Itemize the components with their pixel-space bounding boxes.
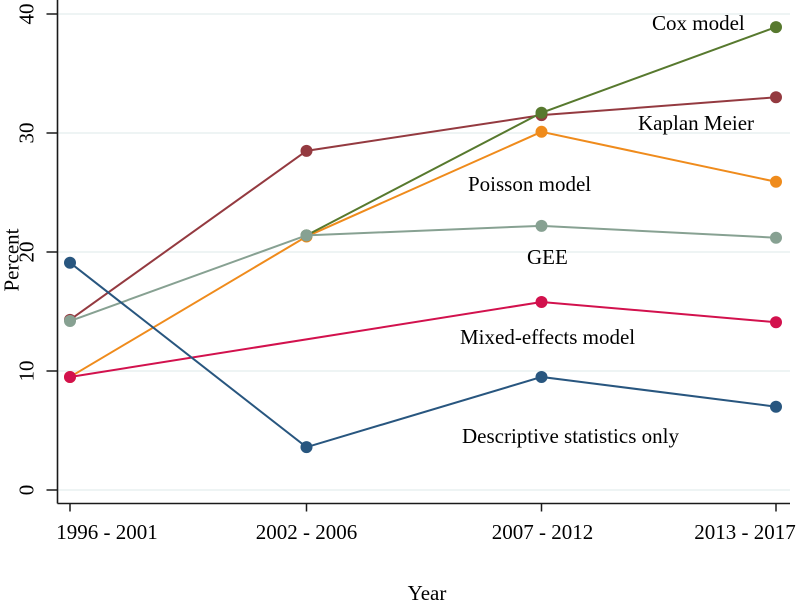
series-marker-mixed_effects xyxy=(535,295,548,308)
series-label-mixed_effects: Mixed-effects model xyxy=(460,325,636,349)
series-marker-kaplan_meier xyxy=(300,144,313,157)
series-line-poisson xyxy=(69,130,777,378)
series-marker-gee xyxy=(535,219,548,232)
series-label-cox: Cox model xyxy=(652,11,745,35)
series-marker-gee xyxy=(300,229,313,242)
y-axis-title: Percent xyxy=(0,228,24,292)
series-marker-descriptive xyxy=(300,441,313,454)
y-tick-label-30: 30 xyxy=(14,122,39,144)
series-marker-mixed_effects xyxy=(770,316,782,329)
series-marker-descriptive xyxy=(770,400,782,413)
series-marker-mixed_effects xyxy=(64,370,76,383)
series-line-gee xyxy=(69,224,777,322)
x-axis-title: Year xyxy=(407,581,447,605)
series-line-descriptive xyxy=(69,261,777,449)
series-marker-descriptive xyxy=(64,256,76,269)
series-label-poisson: Poisson model xyxy=(468,172,592,196)
x-tick-label-3: 2013 - 2017 xyxy=(694,520,796,544)
series-marker-kaplan_meier xyxy=(770,91,782,104)
series-label-kaplan_meier: Kaplan Meier xyxy=(638,111,755,135)
series-marker-descriptive xyxy=(535,370,548,383)
series-label-gee: GEE xyxy=(527,245,568,269)
series-label-descriptive: Descriptive statistics only xyxy=(462,424,679,448)
series-marker-poisson xyxy=(770,175,782,188)
series-marker-cox xyxy=(770,21,782,34)
x-tick-label-0: 1996 - 2001 xyxy=(56,520,158,544)
x-tick-label-2: 2007 - 2012 xyxy=(491,520,594,544)
series-marker-cox xyxy=(535,106,548,119)
series-line-kaplan_meier xyxy=(69,96,777,321)
x-tick-label-1: 2002 - 2006 xyxy=(255,520,358,544)
y-tick-label-10: 10 xyxy=(14,360,39,382)
series-marker-poisson xyxy=(535,125,548,138)
y-tick-label-0: 0 xyxy=(14,484,39,496)
y-tick-label-40: 40 xyxy=(14,3,39,25)
series-marker-gee xyxy=(64,315,76,328)
series-marker-gee xyxy=(770,231,782,244)
